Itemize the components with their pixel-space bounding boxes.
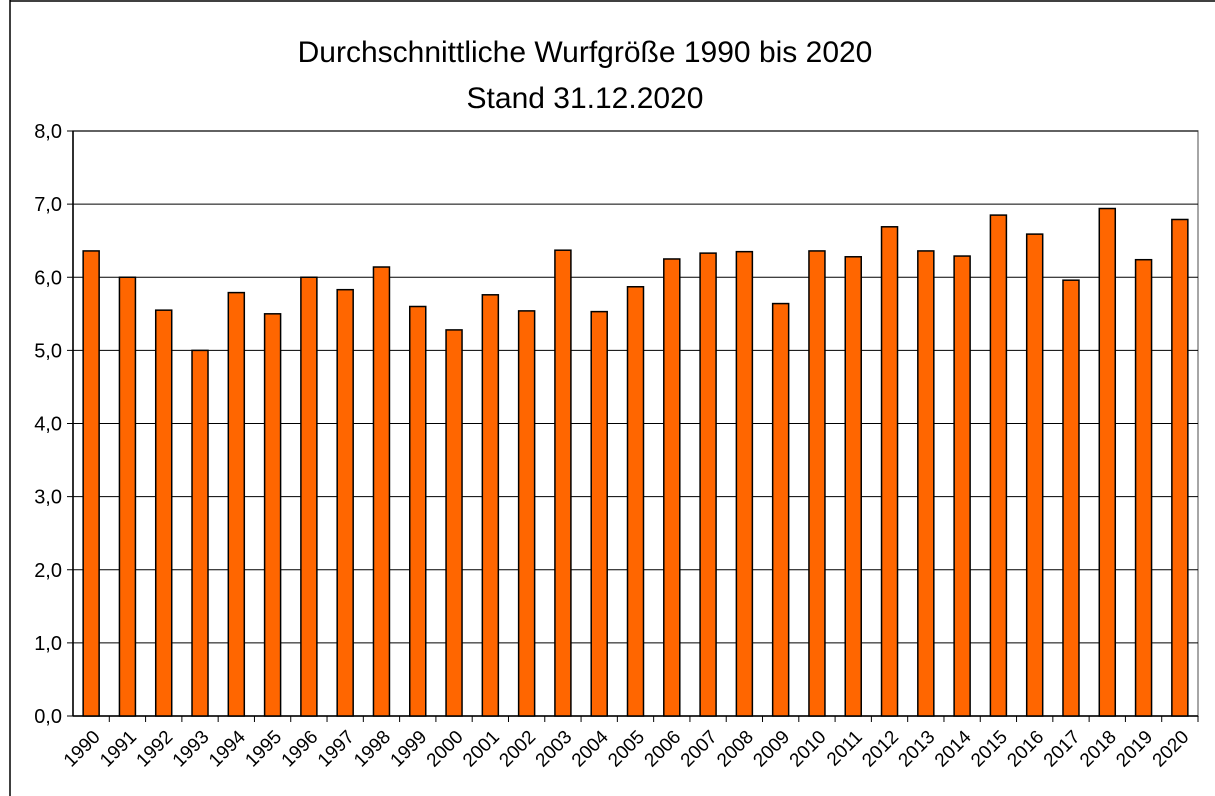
y-tick-label: 5,0 bbox=[34, 340, 62, 362]
x-tick-label: 1995 bbox=[241, 727, 286, 772]
x-tick-label: 2007 bbox=[677, 727, 722, 772]
x-tick-label: 2009 bbox=[749, 727, 794, 772]
x-tick-label: 2014 bbox=[931, 726, 976, 771]
bar bbox=[154, 309, 173, 717]
x-tick-label: 1994 bbox=[205, 726, 250, 771]
bar bbox=[118, 276, 137, 717]
x-tick-label: 2012 bbox=[858, 727, 903, 772]
bar bbox=[191, 349, 209, 717]
x-tick-label: 1998 bbox=[350, 727, 395, 772]
x-tick-label: 2001 bbox=[459, 727, 504, 772]
x-tick-label: 2016 bbox=[1003, 727, 1048, 772]
y-tick-label: 3,0 bbox=[34, 487, 62, 509]
x-tick-label: 1996 bbox=[278, 727, 323, 772]
bar bbox=[663, 258, 681, 717]
x-tick-label: 1992 bbox=[133, 727, 178, 772]
bar bbox=[372, 266, 391, 717]
x-tick-label: 2011 bbox=[823, 727, 867, 771]
x-tick-label: 2008 bbox=[713, 727, 758, 772]
x-tick-label: 1991 bbox=[96, 727, 141, 772]
y-tick-label: 0,0 bbox=[34, 706, 62, 728]
bar bbox=[1134, 258, 1153, 717]
bar bbox=[263, 313, 282, 717]
bar bbox=[953, 255, 971, 717]
bar bbox=[409, 305, 427, 717]
bar bbox=[844, 256, 862, 717]
bar bbox=[917, 250, 935, 717]
chart-subtitle: Stand 31.12.2020 bbox=[467, 82, 704, 115]
y-tick-label: 7,0 bbox=[34, 194, 62, 216]
y-tick-label: 1,0 bbox=[34, 633, 62, 655]
chart-title: Durchschnittliche Wurfgröße 1990 bis 202… bbox=[298, 36, 873, 69]
bar bbox=[771, 302, 790, 717]
bar bbox=[1098, 207, 1117, 717]
x-tick-label: 2013 bbox=[895, 727, 940, 772]
bar bbox=[82, 250, 100, 717]
y-tick-label: 2,0 bbox=[34, 560, 62, 582]
x-tick-label: 1997 bbox=[314, 727, 359, 772]
bar bbox=[1062, 279, 1080, 717]
bar bbox=[699, 252, 717, 717]
x-tick-label: 1993 bbox=[169, 727, 214, 772]
x-tick-label: 2018 bbox=[1076, 727, 1121, 772]
x-tick-label: 2004 bbox=[568, 726, 613, 771]
bar bbox=[445, 329, 463, 717]
y-tick-label: 4,0 bbox=[34, 414, 62, 436]
bar bbox=[300, 276, 318, 717]
x-tick-label: 1990 bbox=[60, 727, 105, 772]
x-tick-label: 2010 bbox=[786, 727, 831, 772]
x-tick-label: 2015 bbox=[967, 727, 1012, 772]
x-tick-label: 1999 bbox=[387, 727, 432, 772]
y-tick-label: 8,0 bbox=[34, 121, 62, 143]
x-tick-label: 2005 bbox=[604, 727, 649, 772]
x-tick-label: 2000 bbox=[423, 727, 468, 772]
bar bbox=[989, 214, 1008, 717]
x-tick-label: 2006 bbox=[641, 727, 686, 772]
x-tick-label: 2019 bbox=[1112, 727, 1157, 772]
x-tick-label: 2017 bbox=[1040, 727, 1085, 772]
bar bbox=[481, 294, 500, 717]
y-tick-label: 6,0 bbox=[34, 267, 62, 289]
bar bbox=[227, 291, 246, 717]
bar bbox=[336, 288, 354, 717]
x-tick-label: 2002 bbox=[495, 727, 540, 772]
x-tick-label: 2003 bbox=[532, 727, 577, 772]
bar bbox=[880, 226, 899, 717]
bar bbox=[554, 249, 572, 717]
x-tick-label: 2020 bbox=[1149, 727, 1194, 772]
bar bbox=[517, 310, 536, 717]
bar bbox=[808, 250, 826, 717]
bar bbox=[735, 250, 754, 717]
bar bbox=[626, 286, 645, 717]
bar bbox=[590, 310, 608, 717]
bar bbox=[1171, 218, 1189, 717]
bar bbox=[1025, 233, 1044, 717]
